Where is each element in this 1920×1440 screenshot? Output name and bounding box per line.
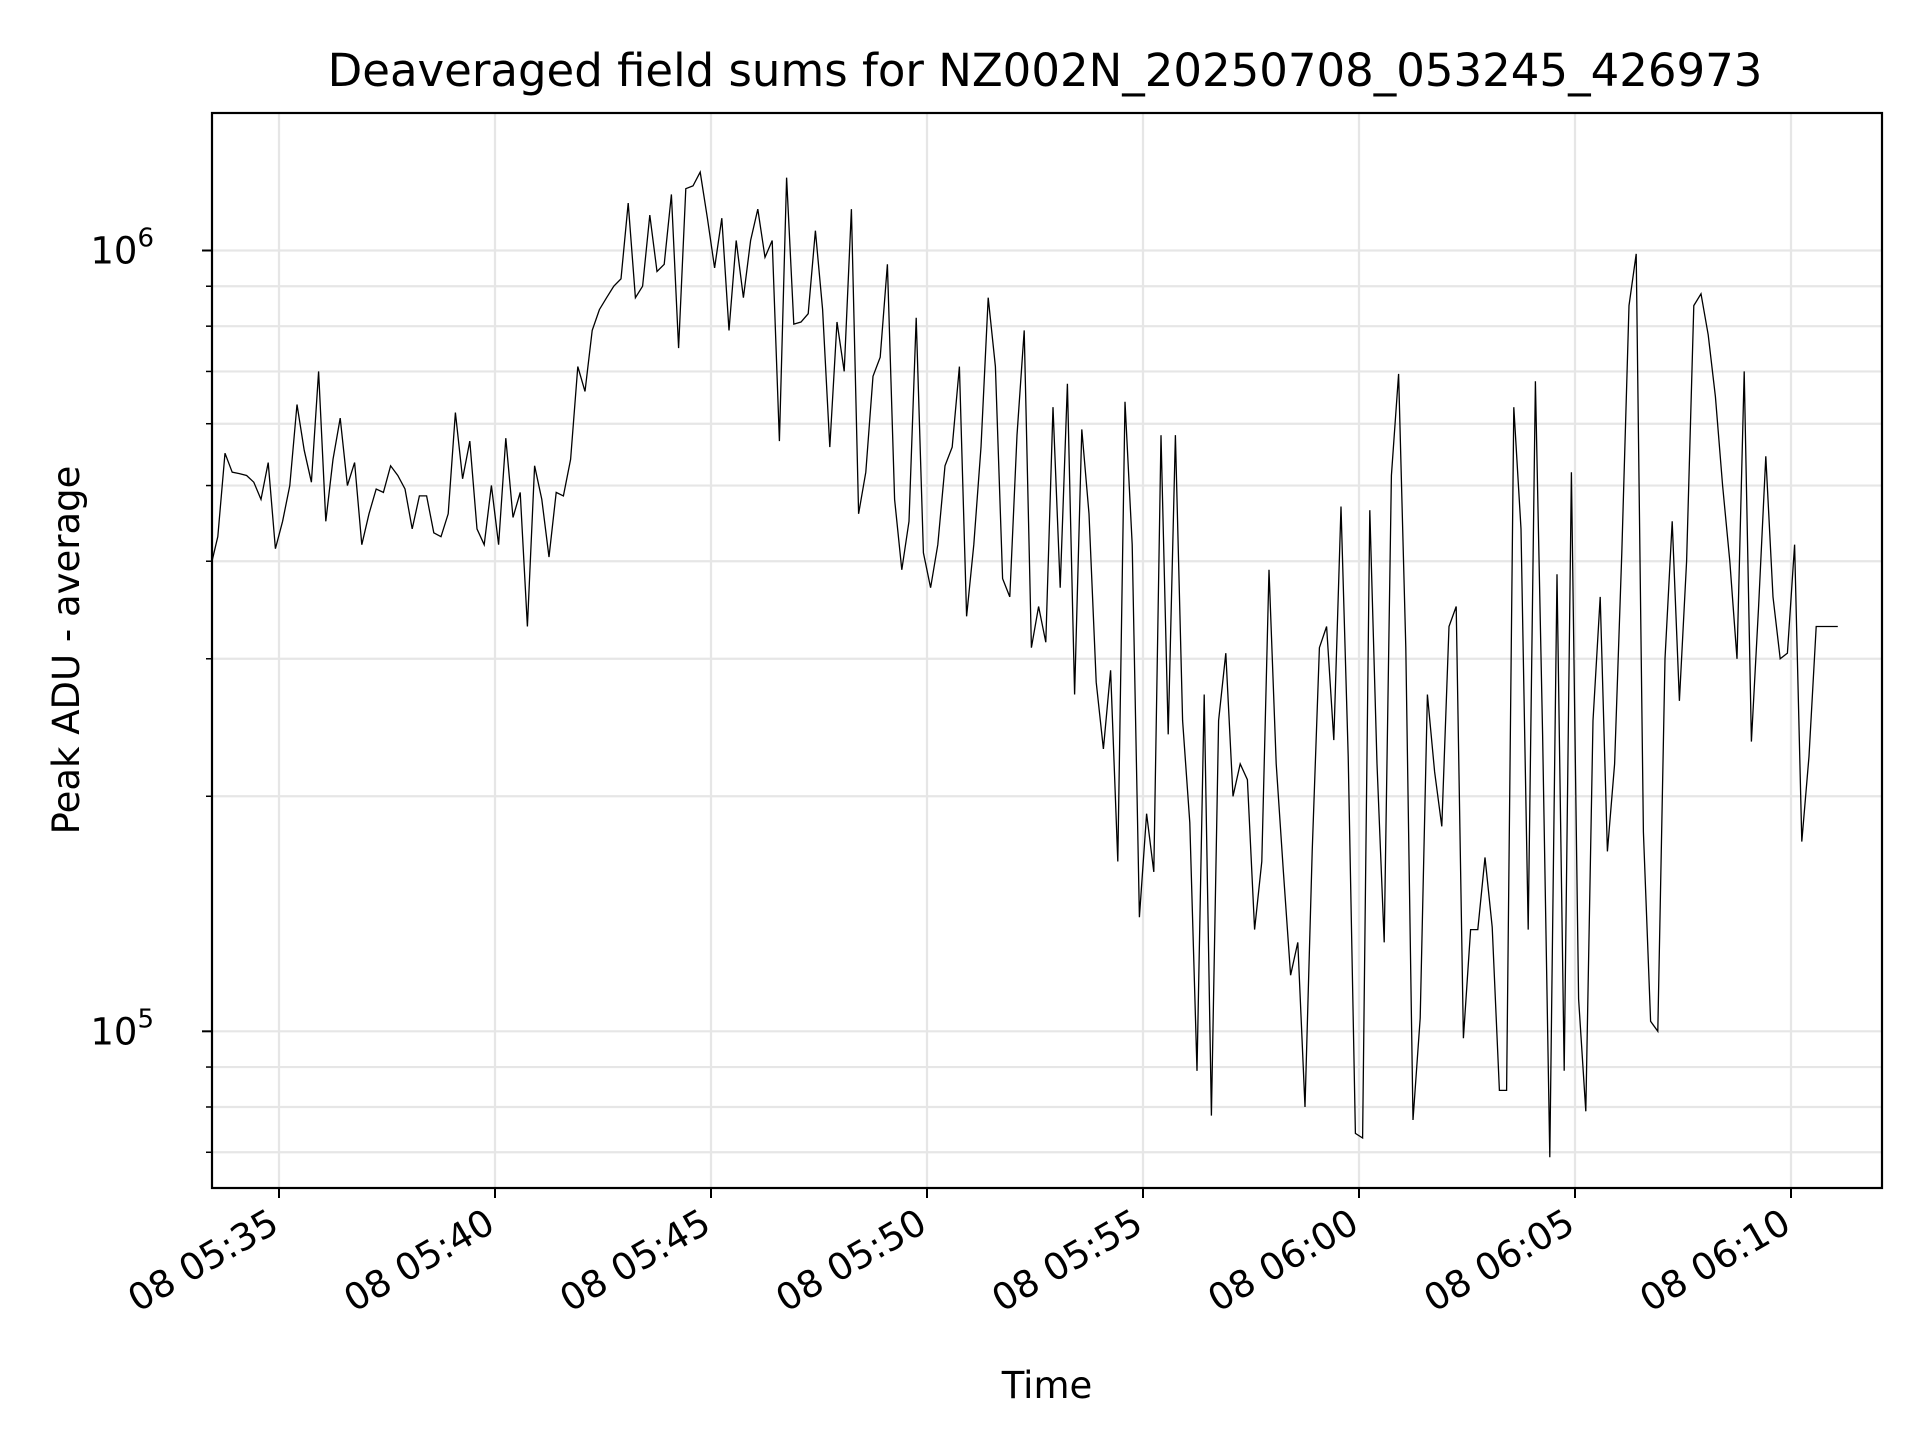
- x-tick-label: 08 06:00: [1201, 1201, 1366, 1321]
- x-tick-label: 08 05:55: [985, 1201, 1150, 1321]
- y-tick-label: 105: [90, 1004, 154, 1053]
- x-tick-label: 08 05:40: [337, 1201, 502, 1321]
- x-tick-label: 08 05:50: [769, 1201, 934, 1321]
- chart-title: Deaveraged field sums for NZ002N_2025070…: [328, 44, 1763, 97]
- series-line: [211, 170, 1838, 1158]
- plot-frame: [210, 111, 1884, 1190]
- ticks: 105 106 08 05:35 08 05:40 08 05:45 08 05:50 08…: [90, 223, 1797, 1320]
- y-axis-label: Peak ADU - average: [45, 466, 88, 835]
- x-tick-label: 08 06:05: [1417, 1201, 1582, 1321]
- y-tick-label: 106: [90, 223, 154, 272]
- grid: [212, 113, 1882, 1188]
- x-tick-label: 08 05:35: [121, 1201, 286, 1321]
- x-tick-label: 08 06:10: [1633, 1201, 1798, 1321]
- x-tick-label: 08 05:45: [553, 1201, 718, 1321]
- series-layer: [211, 170, 1838, 1158]
- x-axis-label: Time: [1001, 1364, 1093, 1407]
